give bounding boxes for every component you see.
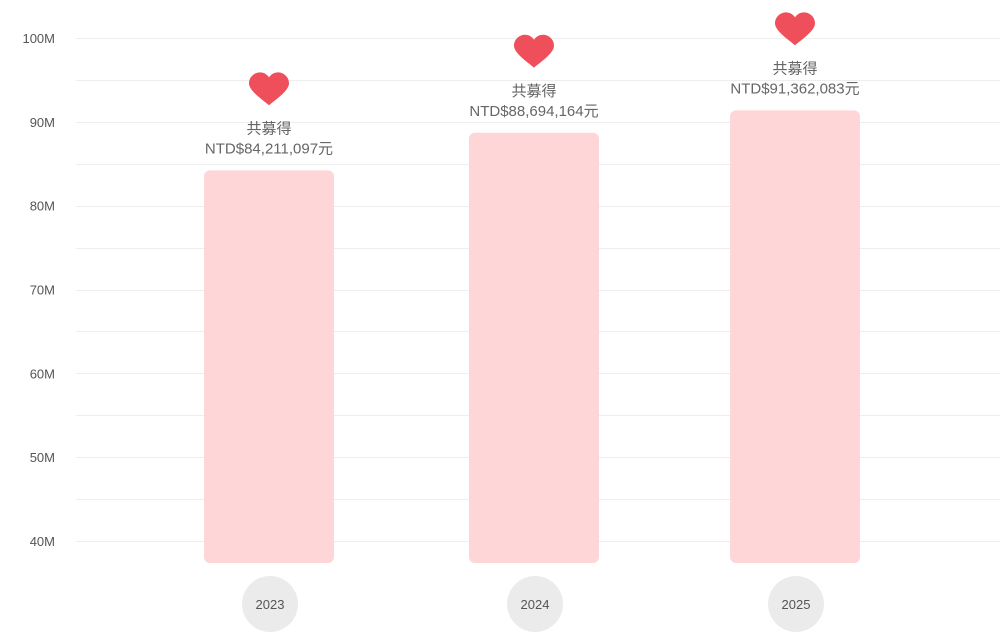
bar-value-label: NTD$91,362,083元 [730, 80, 859, 97]
bar-value-prefix: 共募得 [246, 120, 291, 137]
x-category-label: 2024 [521, 597, 550, 612]
category-badge-2023: 2023 [242, 576, 298, 632]
x-axis-categories: 2023 2024 2025 [242, 576, 824, 632]
bar-value-prefix: 共募得 [511, 83, 556, 100]
heart-icon [249, 72, 289, 106]
category-badge-circle [768, 576, 824, 632]
x-category-label: 2023 [256, 597, 285, 612]
bar-value-label: NTD$88,694,164元 [469, 103, 598, 120]
category-badge-2024: 2024 [507, 576, 563, 632]
y-tick-label: 100M [22, 31, 55, 46]
heart-icon [775, 12, 815, 46]
category-badge-circle [242, 576, 298, 632]
y-tick-label: 90M [30, 115, 55, 130]
bars [204, 110, 860, 564]
bar-2025 [730, 110, 860, 563]
bar-value-prefix: 共募得 [772, 60, 817, 77]
bar-2024 [469, 132, 599, 564]
y-tick-label: 50M [30, 450, 55, 465]
category-badge-2025: 2025 [768, 576, 824, 632]
heart-icon [514, 34, 554, 68]
y-tick-label: 80M [30, 199, 55, 214]
y-tick-label: 60M [30, 366, 55, 381]
y-axis-ticks: 40M 50M 60M 70M 80M 90M 100M [22, 31, 55, 549]
bar-2023 [204, 170, 334, 563]
category-badge-circle [507, 576, 563, 632]
y-tick-label: 70M [30, 283, 55, 298]
y-tick-label: 40M [30, 534, 55, 549]
x-category-label: 2025 [782, 597, 811, 612]
bar-value-label: NTD$84,211,097元 [205, 140, 333, 157]
